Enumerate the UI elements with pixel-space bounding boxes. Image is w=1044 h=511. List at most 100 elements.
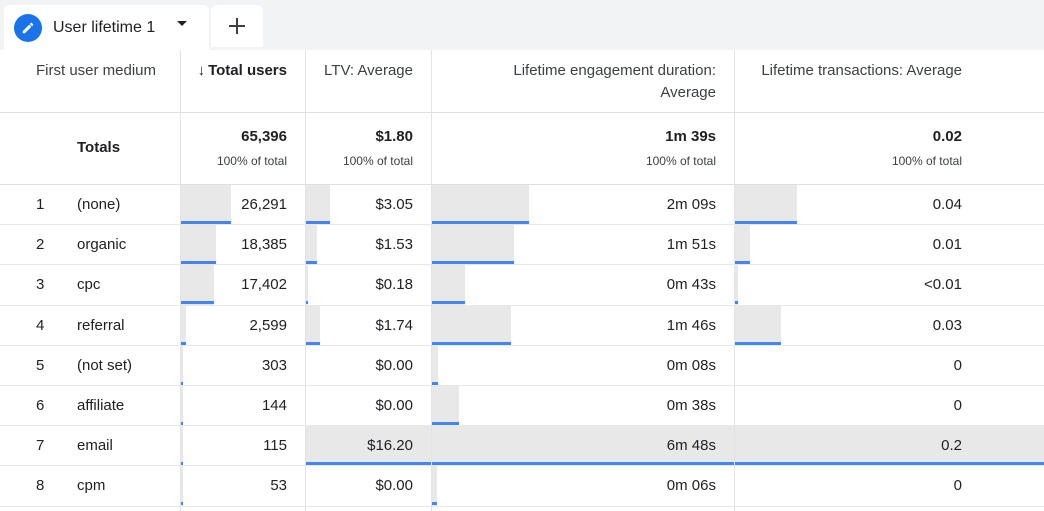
ltv-cell: $1.74 [375,316,413,334]
transactions-cell: 0 [953,477,962,495]
column-header-first-user-medium[interactable]: First user medium [36,62,157,79]
bar-underline [306,341,320,345]
in-cell-bar [306,265,308,306]
in-cell-bar [432,265,465,306]
bar-underline [735,221,797,224]
row-rank: 8 [36,477,45,495]
engagement-cell: 2m 09s [666,196,716,213]
column-header-total-users[interactable]: ↓ Total users [197,62,287,79]
row-rank: 6 [36,396,45,414]
in-cell-bar [432,466,437,507]
total-users-cell: 18,385 [241,236,287,254]
tab-bar: User lifetime 1 [0,0,1044,50]
table-row[interactable]: 115 $16.20 6m 48s 0.2 7 email [0,426,1044,467]
in-cell-bar [181,345,183,386]
in-cell-bar [432,385,459,426]
column-header-transactions[interactable]: Lifetime transactions: Average [761,62,962,79]
totals-engagement: 1m 39s 100% of total [645,128,716,168]
in-cell-bar [432,305,511,346]
engagement-cell: 0m 08s [666,356,716,374]
bar-underline [181,261,216,265]
ltv-cell: $0.18 [375,276,413,294]
in-cell-bar [735,305,781,346]
first-user-medium-value: organic [77,236,127,254]
add-tab-button[interactable] [211,5,263,47]
bar-underline [432,502,437,506]
bar-underline [181,301,214,305]
total-users-cell: 303 [261,356,287,374]
table-row[interactable]: 144 $0.00 0m 38s 0 6 affiliate [0,385,1044,427]
row-rank: 5 [36,356,45,374]
engagement-cell: 0m 38s [666,396,716,414]
totals-total-users: 65,396 100% of total [216,128,287,168]
bar-underline [432,221,529,224]
bar-underline [432,261,514,265]
bar-underline [432,341,511,345]
ltv-cell: $0.00 [375,477,413,495]
transactions-cell: 0.03 [932,316,962,334]
bar-underline [432,421,459,425]
first-user-medium-value: (none) [77,196,121,213]
column-divider [305,50,306,511]
table-row[interactable]: 53 $0.00 0m 06s 0 8 cpm [0,466,1044,507]
in-cell-bar [735,426,1044,467]
bar-underline [181,221,231,224]
total-users-cell: 26,291 [241,196,287,213]
total-users-cell: 53 [270,477,287,495]
total-users-cell: 2,599 [249,316,287,334]
bar-underline [306,261,317,265]
in-cell-bar [432,225,514,266]
sort-descending-icon: ↓ [197,62,206,79]
table-row[interactable]: 26,291 $3.05 2m 09s 0.04 1 (none) [0,185,1044,226]
in-cell-bar [181,466,183,507]
plus-icon [229,18,245,34]
total-users-cell: 115 [263,437,287,455]
table-row[interactable]: 303 $0.00 0m 08s 0 5 (not set) [0,345,1044,386]
first-user-medium-value: referral [77,316,125,334]
first-user-medium-value: affiliate [77,396,125,414]
in-cell-bar [432,426,734,467]
bar-underline [735,261,750,265]
bar-underline [432,381,438,385]
totals-transactions: 0.02 100% of total [891,128,962,168]
in-cell-bar [432,345,438,386]
table-row[interactable]: 2,599 $1.74 1m 46s 0.03 4 referral [0,305,1044,346]
ltv-cell: $0.00 [375,356,413,374]
totals-divider [0,184,1044,185]
in-cell-bar [735,265,738,306]
column-header-ltv[interactable]: LTV: Average [324,62,413,79]
in-cell-bar [181,225,216,266]
first-user-medium-value: cpm [77,477,106,495]
first-user-medium-value: cpc [77,276,101,294]
column-divider [734,50,735,511]
table-row[interactable]: 17,402 $0.18 0m 43s <0.01 3 cpc [0,265,1044,306]
row-rank: 4 [36,316,45,334]
in-cell-bar [306,426,431,467]
bar-underline [735,341,781,345]
in-cell-bar [306,225,317,266]
table-row[interactable]: 18,385 $1.53 1m 51s 0.01 2 organic [0,225,1044,266]
tab-user-lifetime[interactable]: User lifetime 1 [4,5,209,50]
pencil-icon[interactable] [14,13,42,42]
chevron-down-icon[interactable] [177,21,187,26]
in-cell-bar [735,185,797,225]
total-users-cell: 17,402 [241,276,287,294]
bar-underline [735,462,1044,466]
totals-label: Totals [77,139,121,156]
bar-underline [181,421,183,425]
engagement-cell: 1m 51s [666,236,716,254]
row-rank: 7 [36,437,45,455]
header-divider [0,112,1044,113]
first-user-medium-value: email [77,437,113,455]
bar-underline [432,301,465,305]
in-cell-bar [181,185,231,225]
row-rank: 1 [36,196,45,213]
row-rank: 2 [36,236,45,254]
first-user-medium-value: (not set) [77,356,133,374]
bar-underline [181,462,183,466]
ltv-cell: $0.00 [375,396,413,414]
ltv-cell: $16.20 [367,437,413,455]
engagement-cell: 0m 43s [666,276,716,294]
transactions-cell: <0.01 [924,276,962,294]
column-header-engagement[interactable]: Lifetime engagement duration: Average [513,62,716,101]
